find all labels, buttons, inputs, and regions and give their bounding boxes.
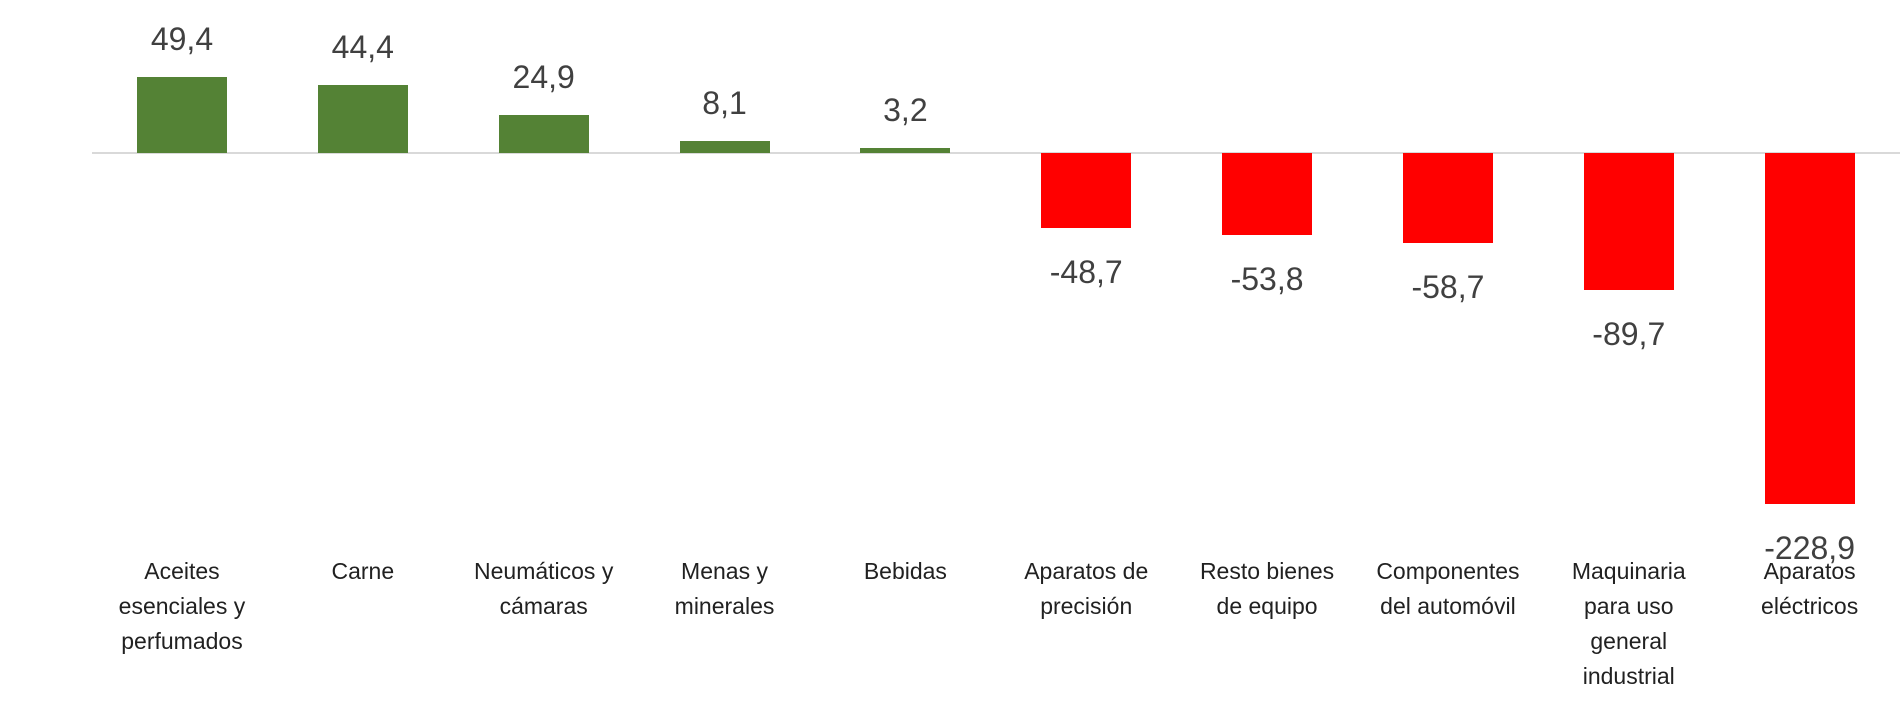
category-label: Neumáticos y cámaras: [474, 558, 614, 619]
category-label: Carne: [331, 558, 395, 584]
bar: [498, 114, 589, 153]
category-label: Componentes del automóvil: [1376, 558, 1520, 619]
value-label: 24,9: [512, 58, 575, 95]
value-label: -89,7: [1592, 316, 1666, 353]
value-label: 44,4: [331, 28, 394, 65]
x-axis-line: [92, 152, 1900, 154]
value-label: -58,7: [1411, 268, 1485, 305]
category-label: Bebidas: [863, 558, 947, 584]
bar: [1222, 153, 1313, 236]
value-label: 8,1: [702, 84, 747, 121]
bar: [1583, 153, 1674, 291]
bar: [136, 77, 227, 153]
value-label: 3,2: [883, 92, 928, 129]
category-label: Menas y minerales: [674, 558, 775, 619]
bar: [1041, 153, 1132, 228]
category-label: Aceites esenciales y perfumados: [118, 558, 246, 654]
bar: [317, 84, 408, 153]
category-label: Aparatos de precisión: [1024, 558, 1149, 619]
category-label: Maquinaria para uso general industrial: [1571, 558, 1686, 689]
bar: [1402, 153, 1493, 243]
value-label: -53,8: [1230, 261, 1304, 298]
value-label: -48,7: [1049, 253, 1123, 290]
value-label: 49,4: [150, 21, 214, 58]
category-label: Resto bienes de equipo: [1199, 558, 1335, 619]
bar: [679, 140, 770, 153]
category-label: Aparatos eléctricos: [1761, 558, 1859, 619]
value-label: -228,9: [1764, 529, 1855, 566]
bar: [860, 148, 951, 153]
bar: [1764, 153, 1855, 504]
